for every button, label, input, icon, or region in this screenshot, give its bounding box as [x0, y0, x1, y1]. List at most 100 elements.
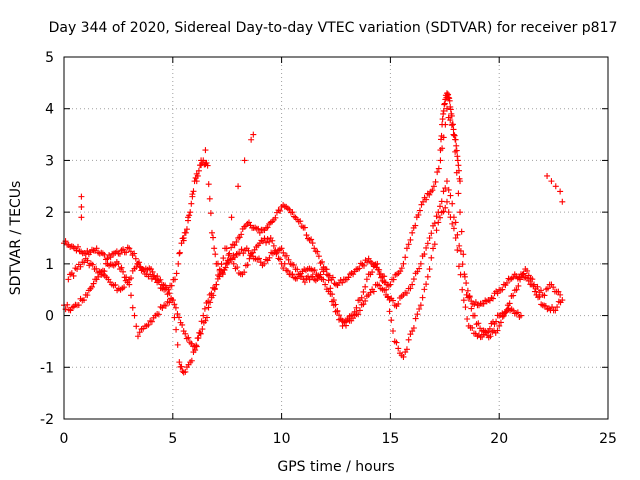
data-point-track-c	[136, 263, 143, 270]
data-point-track-c	[294, 266, 301, 273]
data-point-track-d-burst	[455, 167, 462, 174]
data-point-track-a	[190, 188, 197, 195]
data-point-track-c	[211, 286, 218, 293]
data-point-track-c	[428, 230, 435, 237]
data-point-track-c	[557, 291, 564, 298]
data-point-track-a	[104, 255, 111, 262]
data-point-track-a	[554, 304, 561, 311]
data-point-track-e-lateral	[78, 203, 85, 210]
data-point-track-c	[266, 254, 273, 261]
data-point-track-c	[384, 293, 391, 300]
data-point-track-c	[147, 271, 154, 278]
data-point-track-c	[456, 242, 463, 249]
data-point-track-a	[203, 159, 210, 166]
data-point-track-a	[255, 225, 262, 232]
data-point-track-a	[542, 303, 549, 310]
data-point-track-c	[245, 247, 252, 254]
data-point-track-a	[116, 250, 123, 257]
data-point-track-a	[416, 207, 423, 214]
data-point-track-a	[381, 273, 388, 280]
data-point-track-b	[64, 301, 71, 308]
data-point-track-a	[204, 162, 211, 169]
data-point-track-a	[429, 187, 436, 194]
x-tick-label-20: 20	[490, 431, 508, 447]
data-point-track-e-lateral	[544, 172, 551, 179]
data-point-track-a	[403, 245, 410, 252]
data-point-track-a	[326, 272, 333, 279]
data-point-track-a	[195, 167, 202, 174]
data-point-track-a	[173, 270, 180, 277]
data-point-track-a	[175, 260, 182, 267]
data-point-track-b	[400, 353, 407, 360]
data-point-track-b	[266, 238, 273, 245]
data-point-track-a	[356, 265, 363, 272]
data-point-track-a	[238, 231, 245, 238]
data-point-track-e-lateral	[248, 136, 255, 143]
data-point-track-c	[207, 299, 214, 306]
data-point-track-a	[426, 191, 433, 198]
data-point-track-a	[256, 229, 263, 236]
data-point-track-c	[89, 261, 96, 268]
data-point-track-b	[301, 279, 308, 286]
grid-lines	[64, 57, 608, 419]
data-point-track-c	[93, 265, 100, 272]
data-point-track-a	[208, 229, 215, 236]
data-point-track-a	[120, 246, 127, 253]
data-point-track-a	[412, 222, 419, 229]
data-point-track-c	[463, 280, 470, 287]
data-point-track-c	[487, 333, 494, 340]
data-point-track-a	[93, 245, 100, 252]
data-point-track-b	[428, 254, 435, 261]
data-point-track-a	[503, 279, 510, 286]
data-point-track-e-lateral	[250, 131, 257, 138]
data-point-track-c	[440, 188, 447, 195]
data-point-track-b	[403, 346, 410, 353]
data-point-track-b	[129, 304, 136, 311]
data-point-track-c	[74, 266, 81, 273]
data-point-track-a	[423, 196, 430, 203]
data-point-track-a	[345, 274, 352, 281]
data-point-track-c	[311, 267, 318, 274]
data-point-track-a	[308, 236, 315, 243]
data-point-track-c	[219, 269, 226, 276]
data-point-track-a	[329, 274, 336, 281]
data-point-track-c	[112, 281, 119, 288]
data-point-track-c	[510, 292, 517, 299]
data-point-track-b	[118, 264, 125, 271]
data-point-track-a	[297, 218, 304, 225]
y-tick-label-5: 5	[45, 50, 54, 66]
data-point-track-c	[496, 322, 503, 329]
data-point-track-a	[245, 219, 252, 226]
data-point-track-c	[403, 290, 410, 297]
data-point-track-c	[182, 330, 189, 337]
data-point-track-c	[367, 289, 374, 296]
data-point-track-b	[120, 268, 127, 275]
data-point-track-a	[194, 172, 201, 179]
data-point-track-a	[126, 245, 133, 252]
data-point-track-b	[358, 294, 365, 301]
data-point-track-b	[128, 292, 135, 299]
data-point-track-b	[460, 297, 467, 304]
data-point-track-b	[407, 331, 414, 338]
chart-title: Day 344 of 2020, Sidereal Day-to-day VTE…	[49, 20, 618, 36]
data-point-track-b	[449, 220, 456, 227]
data-point-track-c	[529, 276, 536, 283]
data-point-track-b	[148, 318, 155, 325]
data-point-track-b	[431, 241, 438, 248]
data-point-track-c	[447, 192, 454, 199]
data-point-track-c	[452, 219, 459, 226]
data-point-track-a	[489, 295, 496, 302]
data-point-track-c	[395, 300, 402, 307]
data-point-track-a	[314, 248, 321, 255]
data-point-track-c	[283, 252, 290, 259]
data-point-track-c	[445, 186, 452, 193]
data-point-track-b	[269, 237, 276, 244]
data-point-track-a	[437, 157, 444, 164]
data-point-track-c	[343, 322, 350, 329]
data-point-track-c	[171, 301, 178, 308]
y-tick-labels: -2 -1 0 1 2 3 4 5	[40, 50, 54, 428]
data-point-track-a	[434, 169, 441, 176]
data-point-track-a	[205, 181, 212, 188]
data-point-track-b	[433, 227, 440, 234]
